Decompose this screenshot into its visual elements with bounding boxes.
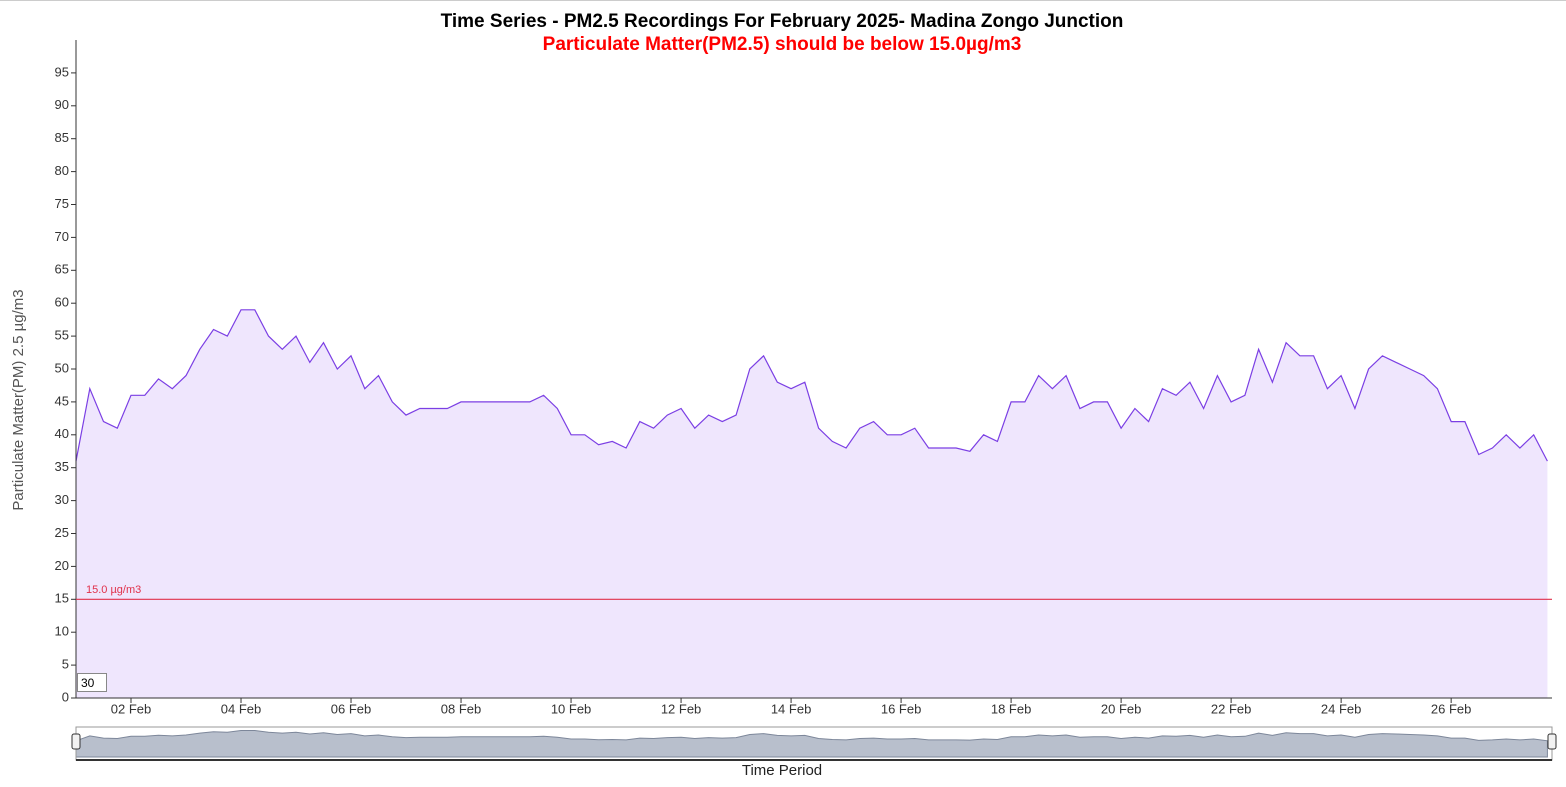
chart-title: Time Series - PM2.5 Recordings For Febru… xyxy=(441,11,1124,32)
x-tick-label: 26 Feb xyxy=(1431,701,1471,716)
y-tick-label: 30 xyxy=(55,492,69,507)
y-tick-label: 75 xyxy=(55,196,69,211)
x-tick-label: 08 Feb xyxy=(441,701,481,716)
y-tick-label: 0 xyxy=(62,689,69,704)
y-tick-label: 60 xyxy=(55,295,69,310)
x-tick-label: 18 Feb xyxy=(991,701,1031,716)
navigator-handle[interactable] xyxy=(1547,733,1557,750)
range-input[interactable]: 30 xyxy=(77,673,107,692)
navigator-handle[interactable] xyxy=(71,733,81,750)
y-tick-label: 20 xyxy=(55,558,69,573)
y-tick-label: 95 xyxy=(55,64,69,79)
y-tick-label: 55 xyxy=(55,328,69,343)
y-axis-label: Particulate Matter(PM) 2.5 µg/m3 xyxy=(10,289,27,510)
navigator-area xyxy=(75,730,1548,758)
y-tick-label: 25 xyxy=(55,525,69,540)
y-tick-label: 80 xyxy=(55,163,69,178)
x-tick-label: 14 Feb xyxy=(771,701,811,716)
x-tick-label: 12 Feb xyxy=(661,701,701,716)
x-tick-label: 06 Feb xyxy=(331,701,371,716)
y-tick-label: 35 xyxy=(55,459,69,474)
x-axis-label: Time Period xyxy=(742,762,822,779)
y-tick-label: 15 xyxy=(55,591,69,606)
y-tick-label: 65 xyxy=(55,262,69,277)
threshold-label: 15.0 µg/m3 xyxy=(86,584,141,596)
x-tick-label: 04 Feb xyxy=(221,701,261,716)
x-tick-label: 22 Feb xyxy=(1211,701,1251,716)
y-tick-label: 70 xyxy=(55,229,69,244)
area-fill xyxy=(76,309,1548,698)
x-tick-label: 10 Feb xyxy=(551,701,591,716)
y-tick-label: 50 xyxy=(55,360,69,375)
y-tick-label: 5 xyxy=(62,657,69,672)
x-tick-label: 16 Feb xyxy=(881,701,921,716)
y-tick-label: 45 xyxy=(55,393,69,408)
x-tick-label: 20 Feb xyxy=(1101,701,1141,716)
data-line xyxy=(75,309,1548,462)
y-tick-label: 10 xyxy=(55,624,69,639)
x-tick-label: 24 Feb xyxy=(1321,701,1361,716)
chart-subtitle: Particulate Matter(PM2.5) should be belo… xyxy=(543,34,1022,55)
y-tick-label: 85 xyxy=(55,130,69,145)
y-tick-label: 40 xyxy=(55,426,69,441)
y-tick-label: 90 xyxy=(55,97,69,112)
x-tick-label: 02 Feb xyxy=(111,701,151,716)
